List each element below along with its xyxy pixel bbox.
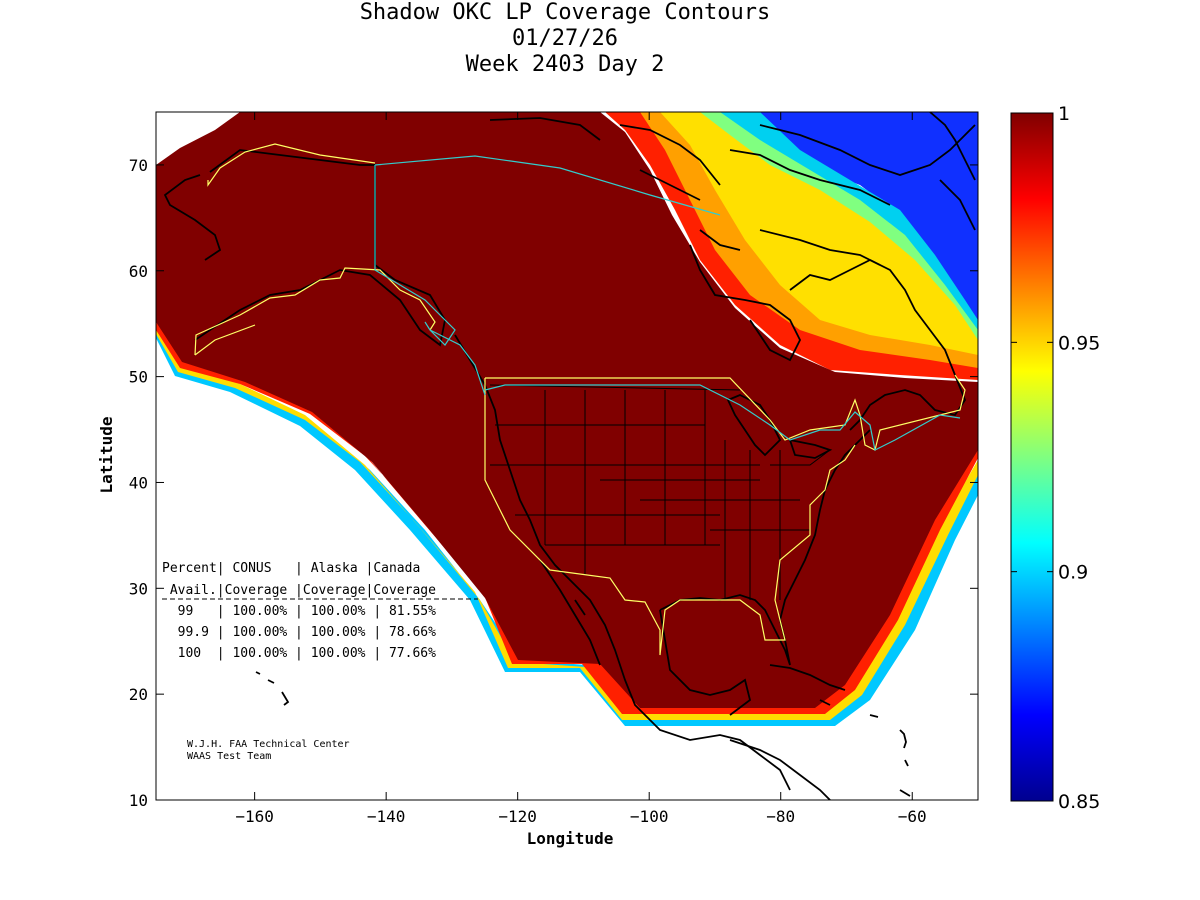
canada-service-outline	[374, 155, 961, 451]
contour-band-north-blue	[600, 112, 978, 330]
colorbar: 1 0.95 0.9 0.85	[1010, 103, 1100, 813]
x-tick-label: −140	[367, 807, 406, 826]
colorbar-tick-label: 0.95	[1058, 332, 1100, 354]
y-axis-label: Latitude	[97, 416, 116, 493]
y-tick-label: 40	[129, 473, 148, 492]
coverage-contours	[156, 112, 978, 726]
x-tick-label: −120	[498, 807, 537, 826]
colorbar-tick-label: 1	[1058, 103, 1070, 125]
us-state-borders	[489, 384, 831, 600]
coverage-stats-table: Percent| CONUS | Alaska |Canada Avail.|C…	[162, 561, 478, 661]
x-tick-label: −100	[630, 807, 669, 826]
y-tick-label: 50	[129, 368, 148, 387]
chart-date: 01/27/26	[512, 26, 618, 51]
table-row: 100 | 100.00% | 100.00% | 77.66%	[162, 646, 436, 661]
x-tick-label: −60	[898, 807, 927, 826]
y-tick-label: 10	[129, 791, 148, 810]
credit-line-2: WAAS Test Team	[187, 751, 271, 762]
credit-line-1: W.J.H. FAA Technical Center	[187, 739, 350, 750]
coastlines	[163, 112, 976, 800]
y-tick-label: 70	[129, 156, 148, 175]
x-tick-label: −160	[235, 807, 274, 826]
chart-title: Shadow OKC LP Coverage Contours	[359, 0, 771, 25]
colorbar-tick-label: 0.85	[1058, 791, 1100, 813]
contour-band-north-yellow	[625, 112, 978, 360]
plot-frame	[155, 111, 979, 801]
axis-ticks: −160 −140 −120 −100 −80 −60 10 20 30 40 50 60 70	[129, 112, 978, 826]
full-coverage-region	[156, 112, 978, 708]
colorbar-gradient	[1011, 113, 1053, 801]
chart-week-day: Week 2403 Day 2	[465, 52, 665, 77]
table-header-row-2: Avail.|Coverage |Coverage|Coverage	[162, 583, 436, 598]
y-tick-label: 30	[129, 579, 148, 598]
conus-service-outline	[484, 374, 966, 656]
y-tick-label: 20	[129, 685, 148, 704]
alaska-service-outline	[194, 143, 436, 356]
x-axis-label: Longitude	[527, 829, 614, 848]
table-row: 99 | 100.00% | 100.00% | 81.55%	[162, 604, 436, 619]
table-header-row-1: Percent| CONUS | Alaska |Canada	[162, 561, 420, 576]
colorbar-tick-label: 0.9	[1058, 562, 1088, 584]
table-row: 99.9 | 100.00% | 100.00% | 78.66%	[162, 625, 436, 640]
contour-band-north-cyan	[610, 112, 978, 345]
colorbar-frame	[1010, 112, 1054, 802]
contour-band-north-red	[605, 112, 978, 380]
service-area-outlines	[194, 143, 966, 656]
colorbar-ticks: 1 0.95 0.9 0.85	[1011, 103, 1100, 813]
x-tick-label: −80	[766, 807, 795, 826]
y-tick-label: 60	[129, 262, 148, 281]
